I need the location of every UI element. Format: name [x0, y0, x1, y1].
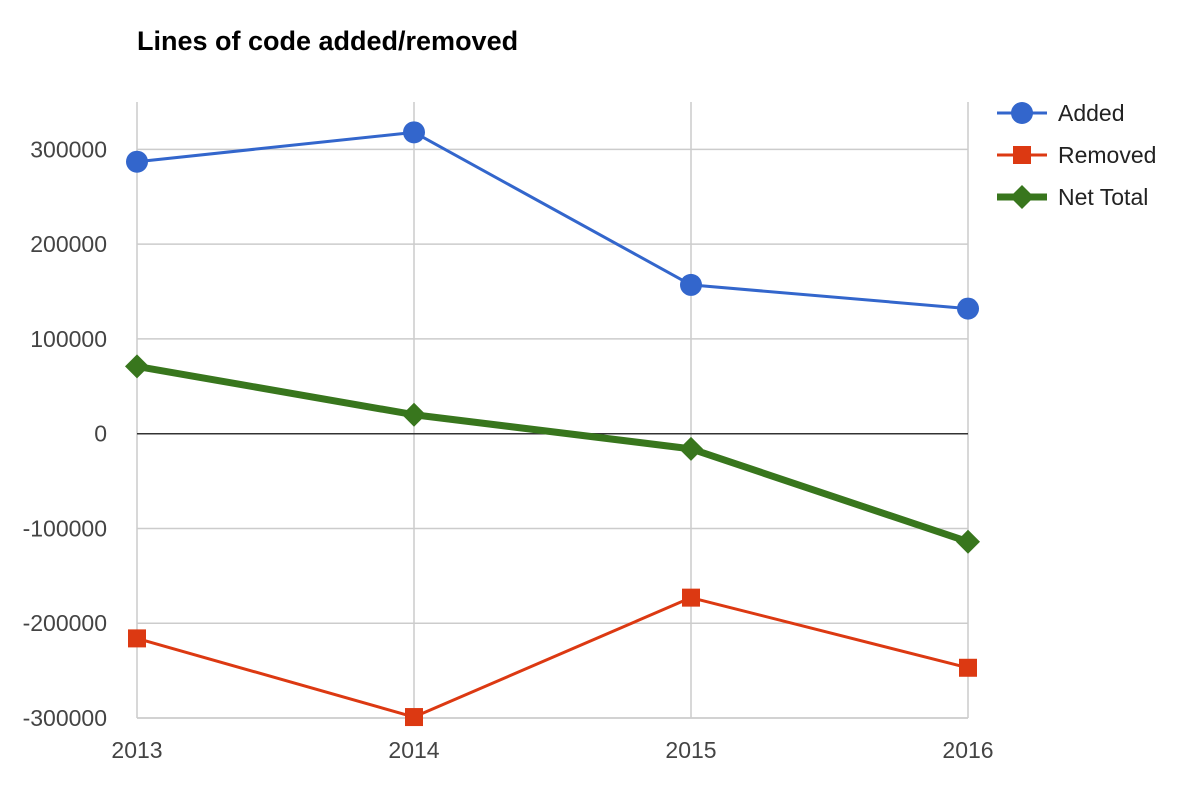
- legend-item-net-total: Net Total: [997, 184, 1148, 210]
- data-point-net-total: [956, 529, 980, 554]
- series-removed: [128, 588, 977, 727]
- data-point-net-total: [125, 354, 149, 379]
- legend-swatch-marker: [1011, 102, 1033, 124]
- legend-label: Added: [1058, 100, 1125, 126]
- legend-swatch-marker: [1013, 146, 1031, 164]
- y-tick-label: 200000: [30, 231, 107, 257]
- legend: Added Removed Net Total: [997, 100, 1156, 210]
- legend-label: Removed: [1058, 142, 1156, 168]
- y-tick-label: -200000: [23, 610, 107, 636]
- legend-label: Net Total: [1058, 184, 1148, 210]
- data-point-removed: [959, 658, 977, 677]
- y-tick-label: -100000: [23, 515, 107, 541]
- y-tick-label: 100000: [30, 326, 107, 352]
- y-tick-label: -300000: [23, 705, 107, 731]
- series-line-added: [136, 130, 969, 311]
- y-tick-label: 300000: [30, 136, 107, 162]
- data-point-added: [680, 273, 702, 296]
- y-axis-ticks: 300000 200000 100000 0 -100000 -200000 -300000: [23, 136, 107, 731]
- series-line-removed: [136, 596, 969, 719]
- data-point-net-total: [402, 402, 426, 427]
- data-point-added: [126, 150, 148, 173]
- data-point-removed: [128, 629, 146, 648]
- data-point-removed: [405, 708, 423, 727]
- legend-item-removed: Removed: [997, 142, 1156, 168]
- x-tick-label: 2014: [388, 737, 439, 763]
- legend-item-added: Added: [997, 100, 1125, 126]
- x-axis-ticks: 2013 2014 2015 2016: [111, 737, 993, 763]
- data-point-added: [957, 297, 979, 320]
- data-point-removed: [682, 588, 700, 607]
- legend-swatch-marker: [1010, 185, 1034, 209]
- x-tick-label: 2013: [111, 737, 162, 763]
- series-net-total: [125, 354, 980, 554]
- data-point-net-total: [679, 436, 703, 461]
- chart-title: Lines of code added/removed: [137, 26, 519, 56]
- x-tick-label: 2015: [665, 737, 716, 763]
- series-added: [126, 121, 979, 320]
- series-lines: [125, 121, 980, 727]
- series-line-net-total: [136, 362, 970, 546]
- gridlines: [136, 102, 969, 719]
- y-tick-label: 0: [94, 421, 107, 447]
- data-point-added: [403, 121, 425, 144]
- x-tick-label: 2016: [942, 737, 993, 763]
